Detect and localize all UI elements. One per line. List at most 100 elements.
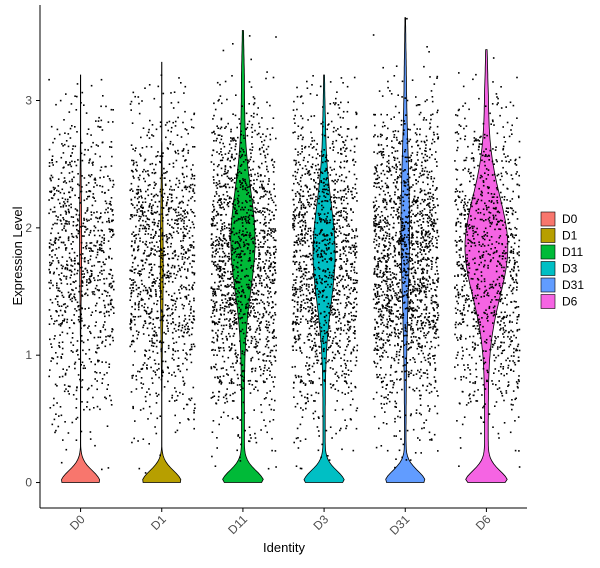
- data-point: [232, 309, 234, 312]
- data-point: [161, 233, 164, 236]
- data-point: [152, 323, 154, 325]
- data-point: [212, 320, 214, 323]
- data-point: [261, 185, 263, 187]
- data-point: [216, 338, 218, 340]
- data-point: [139, 237, 141, 240]
- data-point: [350, 315, 353, 317]
- data-point: [413, 335, 415, 338]
- data-point: [214, 224, 217, 227]
- data-point: [136, 337, 138, 340]
- data-point: [80, 152, 83, 155]
- data-point: [331, 342, 334, 344]
- data-point: [296, 182, 299, 184]
- data-point: [332, 206, 335, 208]
- data-point: [144, 322, 147, 324]
- data-point: [59, 214, 62, 216]
- data-point: [91, 311, 94, 314]
- data-point: [213, 209, 215, 212]
- data-point: [300, 115, 302, 117]
- data-point: [75, 287, 77, 289]
- data-point: [86, 228, 89, 230]
- data-point: [174, 323, 177, 326]
- data-point: [240, 295, 243, 298]
- data-point: [307, 227, 310, 230]
- data-point: [189, 249, 191, 252]
- data-point: [306, 211, 308, 213]
- data-point: [258, 243, 260, 246]
- data-point: [70, 264, 72, 267]
- data-point: [98, 217, 101, 220]
- data-point: [131, 122, 134, 124]
- data-point: [86, 220, 89, 222]
- data-point: [242, 290, 244, 292]
- data-point: [62, 368, 64, 370]
- data-point: [266, 343, 268, 346]
- data-point: [304, 173, 306, 175]
- data-point: [140, 259, 143, 262]
- data-point: [67, 164, 69, 166]
- data-point: [132, 283, 134, 286]
- data-point: [250, 310, 252, 312]
- data-point: [178, 324, 181, 327]
- data-point: [329, 383, 332, 385]
- data-point: [294, 282, 297, 284]
- data-point: [248, 166, 250, 169]
- data-point: [311, 84, 313, 86]
- data-point: [50, 315, 52, 317]
- data-point: [294, 148, 297, 150]
- data-point: [337, 308, 339, 311]
- data-point: [147, 188, 149, 191]
- data-point: [294, 341, 296, 344]
- data-point: [338, 266, 341, 269]
- data-point: [314, 164, 317, 167]
- data-point: [51, 227, 53, 230]
- data-point: [173, 292, 176, 295]
- data-point: [144, 320, 147, 322]
- data-point: [223, 242, 226, 244]
- data-point: [342, 285, 344, 288]
- data-point: [271, 449, 273, 452]
- data-point: [294, 263, 296, 265]
- data-point: [249, 306, 251, 309]
- data-point: [229, 277, 232, 279]
- data-point: [158, 220, 160, 222]
- data-point: [189, 399, 192, 402]
- data-point: [268, 360, 271, 362]
- data-point: [75, 310, 78, 312]
- data-point: [61, 256, 64, 258]
- data-point: [258, 249, 260, 251]
- data-point: [216, 187, 219, 189]
- data-point: [252, 269, 254, 272]
- data-point: [104, 345, 107, 348]
- data-point: [152, 285, 154, 287]
- data-point: [302, 221, 305, 223]
- data-point: [300, 201, 303, 203]
- data-point: [375, 169, 377, 171]
- data-point: [237, 275, 239, 277]
- data-point: [67, 133, 70, 135]
- data-point: [245, 234, 248, 237]
- data-point: [244, 154, 247, 157]
- data-point: [75, 213, 78, 216]
- data-point: [230, 177, 233, 179]
- data-point: [186, 204, 189, 206]
- data-point: [316, 188, 318, 191]
- data-point: [333, 196, 335, 199]
- data-point: [256, 208, 258, 211]
- data-point: [177, 206, 180, 208]
- data-point: [351, 193, 353, 196]
- data-point: [327, 335, 329, 337]
- data-point: [248, 186, 250, 188]
- data-point: [138, 331, 140, 334]
- data-point: [166, 319, 168, 322]
- data-point: [238, 155, 241, 157]
- data-point: [113, 288, 115, 291]
- data-point: [239, 362, 242, 365]
- data-point: [162, 360, 164, 363]
- data-point: [161, 220, 164, 222]
- data-point: [87, 149, 89, 151]
- data-point: [231, 417, 234, 420]
- data-point: [239, 456, 241, 459]
- data-point: [332, 271, 335, 274]
- data-point: [140, 273, 142, 275]
